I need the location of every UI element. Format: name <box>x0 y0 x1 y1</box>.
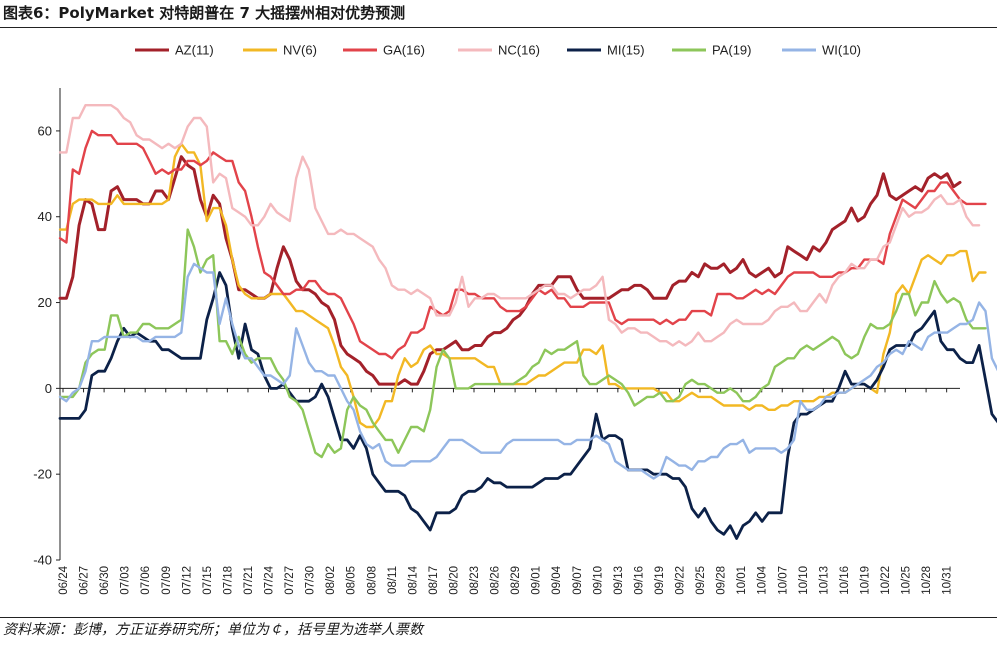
legend-label: GA(16) <box>383 43 425 58</box>
x-tick-label: 10/25 <box>901 566 913 595</box>
chart-title: 图表6：PolyMarket 对特朗普在 7 大摇摆州相对优势预测 <box>3 4 406 22</box>
x-tick-label: 10/07 <box>777 566 789 595</box>
series-lines <box>58 103 997 540</box>
series-line-nv <box>58 142 987 429</box>
x-tick-label: 07/24 <box>264 565 276 594</box>
x-tick-label: 07/15 <box>202 566 214 595</box>
line-chart: AZ(11) NV(6) GA(16) NC(16) MI(15) PA(19) WI(10… <box>33 43 997 595</box>
x-tick-label: 07/30 <box>305 566 317 595</box>
y-tick-label: 20 <box>38 295 52 310</box>
x-tick-label: 08/02 <box>325 566 337 595</box>
x-tick-label: 09/28 <box>716 566 728 595</box>
x-tick-label: 10/16 <box>839 566 851 595</box>
x-tick-label: 08/11 <box>387 566 399 594</box>
y-tick-label: 40 <box>38 209 52 224</box>
x-tick-label: 10/13 <box>818 566 830 595</box>
y-tick-label: -40 <box>33 553 52 568</box>
series-line-nc <box>58 103 981 347</box>
x-tick-label: 09/07 <box>572 566 584 595</box>
legend-label: AZ(11) <box>175 43 214 58</box>
x-tick-label: 09/04 <box>551 565 563 594</box>
x-tick-label: 08/17 <box>428 566 440 595</box>
x-tick-label: 08/20 <box>448 566 460 595</box>
legend: AZ(11) NV(6) GA(16) NC(16) MI(15) PA(19) WI(10… <box>135 43 861 58</box>
x-tick-label: 08/23 <box>469 566 481 595</box>
x-tick-label: 07/03 <box>120 566 132 595</box>
x-tick-label: 09/16 <box>633 566 645 595</box>
legend-label: NV(6) <box>283 43 317 58</box>
series-line-mi <box>58 271 997 540</box>
x-tick-label: 07/12 <box>181 566 193 595</box>
x-tick-label: 06/27 <box>79 566 91 595</box>
x-tick-label: 09/13 <box>613 566 625 595</box>
legend-label: MI(15) <box>607 43 645 58</box>
x-tick-label: 09/19 <box>654 566 666 595</box>
x-tick-label: 10/04 <box>757 565 769 594</box>
series-line-ga <box>58 129 987 360</box>
x-tick-label: 07/09 <box>161 566 173 595</box>
x-axis-ticks: 06/24 06/27 06/30 07/03 07/06 07/09 07/12 07/15… <box>58 388 954 595</box>
x-tick-label: 06/30 <box>99 566 111 595</box>
title-divider <box>0 27 997 28</box>
legend-label: PA(19) <box>712 43 752 58</box>
x-tick-label: 07/27 <box>284 566 296 595</box>
x-tick-label: 09/10 <box>592 566 604 595</box>
x-tick-label: 07/06 <box>140 566 152 595</box>
series-line-pa <box>58 228 987 459</box>
legend-label: WI(10) <box>822 43 861 58</box>
source-divider <box>0 617 997 618</box>
x-tick-label: 10/31 <box>942 566 954 595</box>
x-tick-label: 08/26 <box>490 566 502 595</box>
x-tick-label: 09/01 <box>531 566 543 595</box>
x-tick-label: 08/14 <box>407 565 419 594</box>
x-tick-label: 09/22 <box>675 566 687 595</box>
legend-label: NC(16) <box>498 43 540 58</box>
x-tick-label: 07/18 <box>222 566 234 595</box>
source-note: 资料来源：彭博，方正证券研究所；单位为￠，括号里为选举人票数 <box>3 622 423 638</box>
x-tick-label: 10/22 <box>880 566 892 595</box>
x-tick-label: 10/19 <box>859 566 871 595</box>
series-line-wi <box>58 262 997 480</box>
x-tick-label: 10/28 <box>921 566 933 595</box>
x-tick-label: 10/01 <box>736 566 748 595</box>
x-tick-label: 07/21 <box>243 566 255 595</box>
y-axis-ticks: 60 40 20 0 -20 -40 <box>33 123 60 568</box>
y-tick-label: -20 <box>33 467 52 482</box>
x-tick-label: 10/10 <box>798 566 810 595</box>
y-tick-label: 0 <box>45 381 52 396</box>
series-line-az <box>58 155 962 386</box>
x-tick-label: 09/25 <box>695 566 707 595</box>
x-tick-label: 08/05 <box>346 566 358 595</box>
x-tick-label: 08/08 <box>366 566 378 595</box>
y-tick-label: 60 <box>38 123 52 138</box>
x-tick-label: 06/24 <box>58 565 70 594</box>
x-tick-label: 08/29 <box>510 566 522 595</box>
